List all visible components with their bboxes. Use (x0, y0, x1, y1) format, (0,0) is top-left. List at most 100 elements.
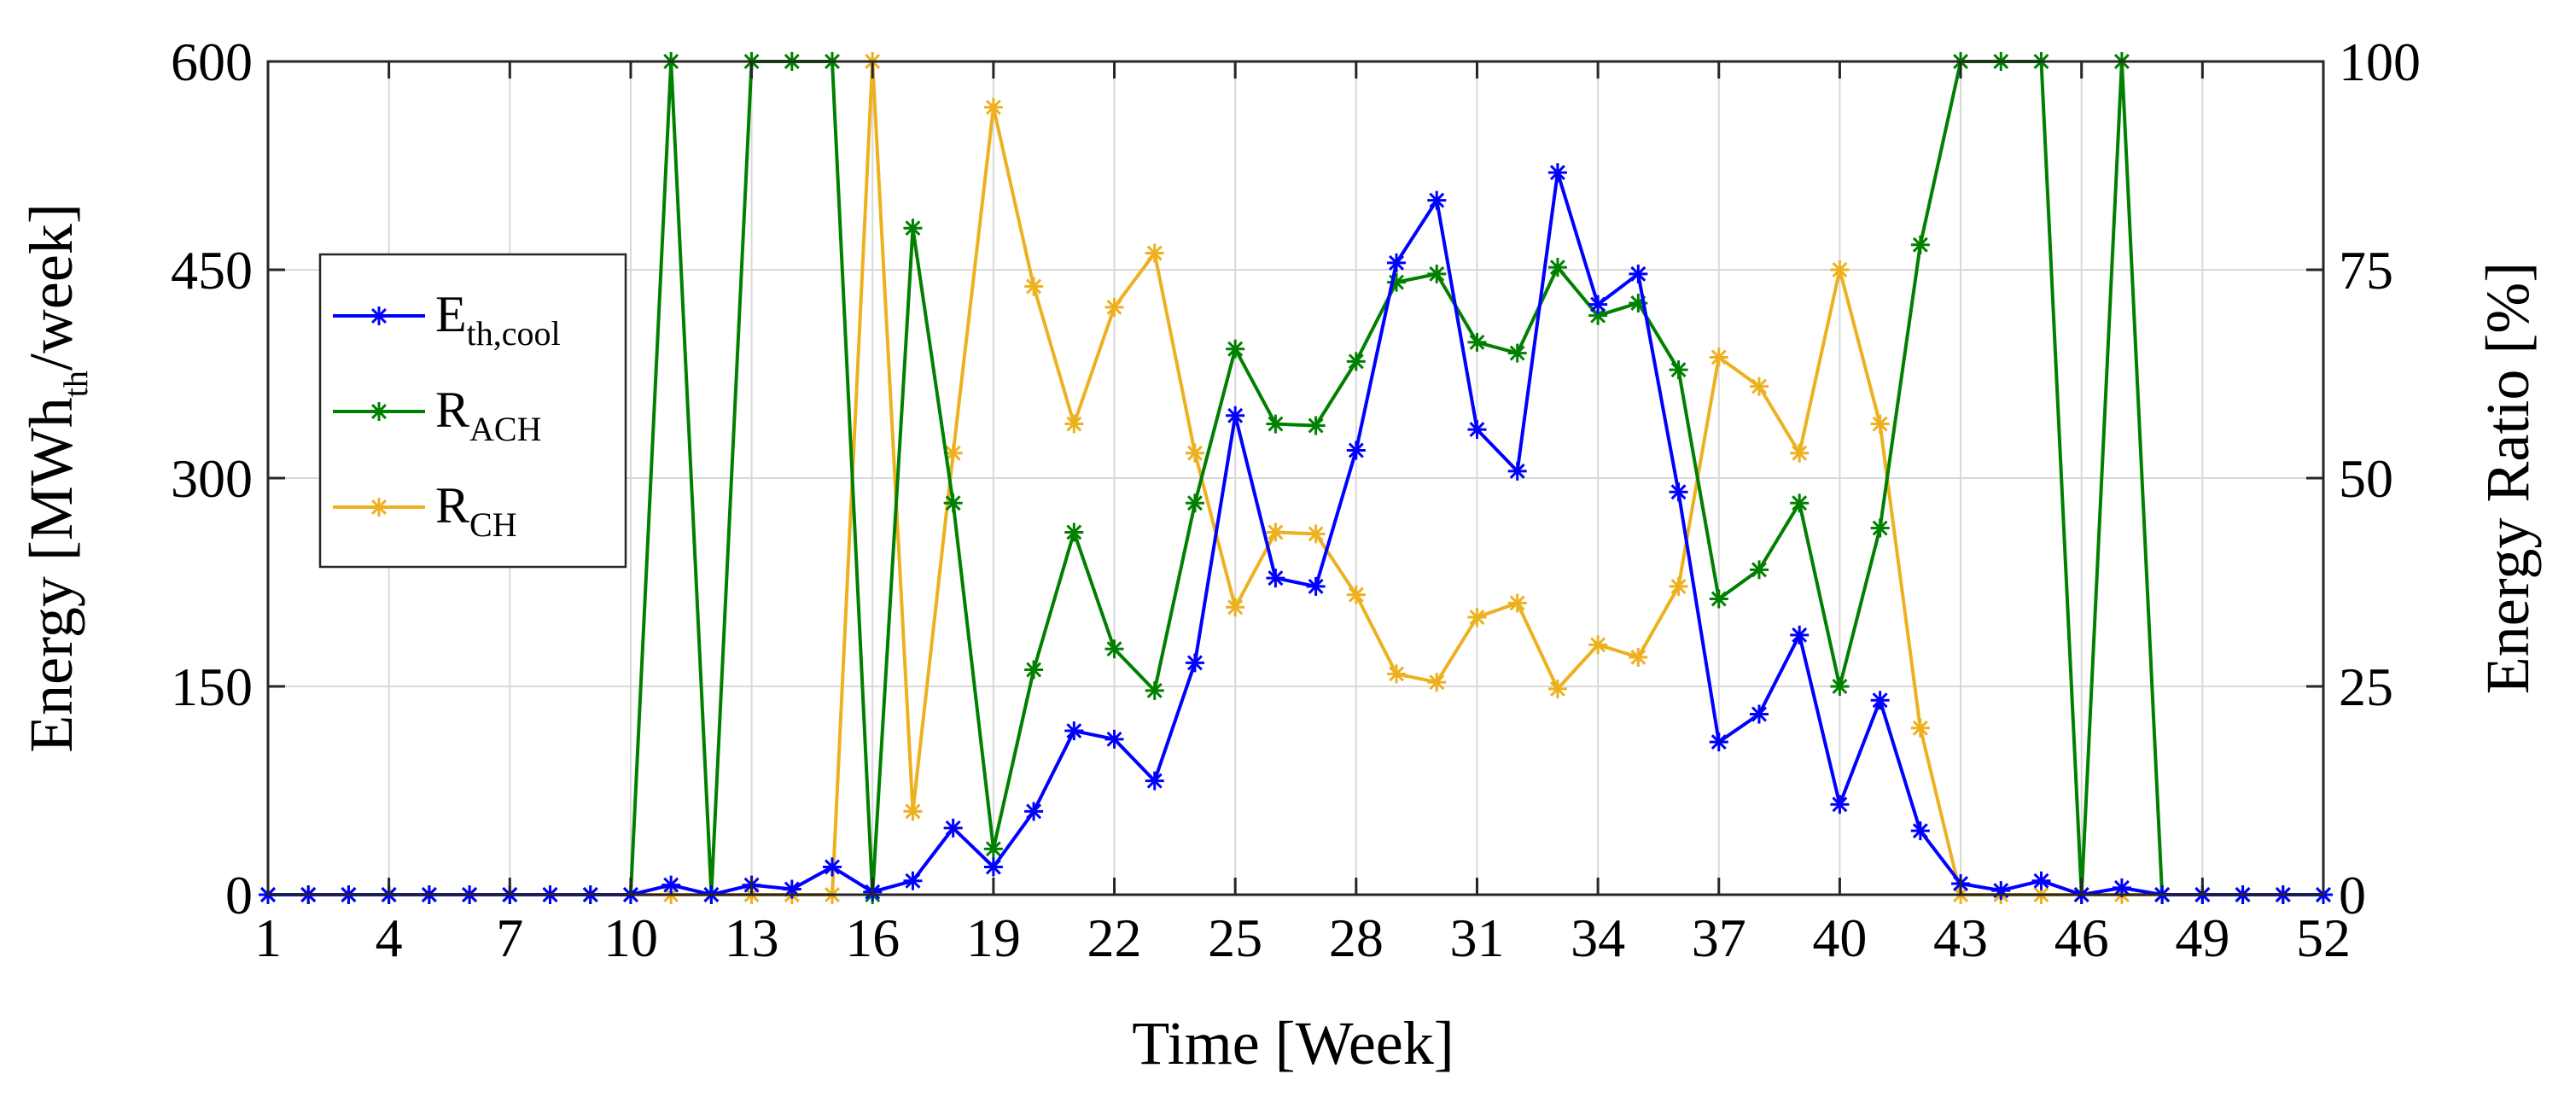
data-point-ch (1467, 607, 1487, 627)
data-point-thcool (1709, 733, 1728, 752)
legend-label-sub: CH (469, 505, 517, 544)
y-right-tick-label: 0 (2339, 865, 2366, 925)
data-point-ch (1749, 376, 1769, 396)
data-point-ch (1669, 576, 1688, 596)
data-point-ch (1709, 347, 1728, 367)
data-point-thcool (1145, 771, 1164, 791)
data-point-ach (1830, 677, 1850, 696)
data-point-ach (1467, 332, 1487, 352)
data-point-ach (1427, 264, 1447, 283)
x-tick-label: 37 (1692, 908, 1746, 968)
legend-label-base: R (435, 477, 469, 534)
data-point-thcool (1507, 461, 1527, 481)
data-point-thcool (1629, 264, 1648, 283)
data-point-ach (1104, 639, 1124, 659)
data-point-ch (1185, 443, 1204, 463)
y-left-tick-label: 600 (171, 32, 253, 92)
y-right-tick-label: 25 (2339, 657, 2393, 717)
data-point-thcool (1547, 163, 1567, 183)
data-point-thcool (1387, 253, 1407, 272)
data-point-thcool (1346, 441, 1366, 460)
x-tick-label: 13 (725, 908, 779, 968)
legend-label-base: E (435, 286, 467, 342)
data-point-ach (903, 219, 923, 238)
legend-marker-ach (370, 402, 388, 421)
x-tick-label: 19 (966, 908, 1021, 968)
data-point-ach (1346, 352, 1366, 371)
data-point-thcool (2031, 871, 2051, 890)
x-tick-label: 28 (1329, 908, 1384, 968)
x-tick-label: 40 (1812, 908, 1867, 968)
data-point-ach (983, 839, 1003, 859)
x-tick-label: 10 (603, 908, 658, 968)
x-tick-label: 4 (376, 908, 403, 968)
x-tick-label: 25 (1208, 908, 1262, 968)
y-axis-title-right: Energy Ratio [%] (2474, 262, 2542, 695)
data-point-thcool (1991, 881, 2011, 901)
y-right-tick-label: 75 (2339, 240, 2393, 301)
data-point-thcool (1910, 821, 1930, 841)
data-point-ch (1830, 260, 1850, 279)
data-point-ach (1226, 339, 1245, 359)
y-left-tick-label: 300 (171, 448, 253, 509)
data-point-ch (1629, 647, 1648, 667)
legend-label-base: R (435, 382, 469, 438)
x-tick-label: 43 (1933, 908, 1988, 968)
data-point-ach (1910, 235, 1930, 254)
data-point-ch (1266, 522, 1285, 542)
data-point-ch (1104, 297, 1124, 317)
data-point-ach (1547, 258, 1567, 277)
data-point-thcool (1104, 729, 1124, 749)
data-point-thcool (1306, 576, 1326, 596)
data-point-thcool (983, 857, 1003, 877)
data-point-thcool (1064, 721, 1084, 741)
x-tick-label: 22 (1087, 908, 1142, 968)
data-point-ch (1588, 635, 1608, 655)
x-tick-label: 1 (254, 908, 282, 968)
y-left-tick-label: 450 (171, 240, 253, 301)
data-point-ch (1306, 524, 1326, 544)
data-point-ach (943, 493, 963, 513)
x-tick-label: 34 (1571, 908, 1625, 968)
data-point-thcool (1749, 704, 1769, 724)
data-point-ach (1266, 414, 1285, 434)
ticks-group: 1 4 7 10 13 16 19 22 25 28 31 34 37 40 43 46 49 520150300… (171, 32, 2421, 968)
data-point-thcool (1467, 420, 1487, 440)
data-point-ch (1346, 585, 1366, 604)
x-tick-label: 16 (845, 908, 900, 968)
data-point-thcool (2112, 878, 2131, 897)
data-point-ch (1790, 443, 1810, 463)
data-point-ch (1547, 679, 1567, 698)
y-axis-title-left-sub: th (56, 371, 95, 397)
data-point-ch (1226, 598, 1245, 617)
data-point-thcool (1790, 625, 1810, 645)
data-point-thcool (943, 818, 963, 838)
data-point-ch (1507, 593, 1527, 613)
x-axis-title: Time [Week] (1132, 1009, 1454, 1077)
data-point-ach (1870, 518, 1890, 538)
x-tick-label: 46 (2054, 908, 2109, 968)
data-point-ch (1910, 718, 1930, 738)
legend-label-sub: ACH (469, 410, 541, 448)
legend-label-ch: RCH (435, 477, 517, 544)
legend-label-thcool: Eth,cool (435, 286, 561, 353)
data-point-ach (1306, 416, 1326, 435)
data-point-ach (1145, 680, 1164, 700)
x-tick-label: 7 (496, 908, 523, 968)
data-point-ach (1064, 522, 1084, 542)
y-right-tick-label: 50 (2339, 448, 2393, 509)
data-point-ch (1064, 414, 1084, 434)
data-point-thcool (1588, 295, 1608, 314)
y-axis-title-left: Energy [MWhth/week] (17, 203, 95, 753)
data-point-ach (1790, 493, 1810, 513)
y-left-tick-label: 0 (225, 865, 253, 925)
legend-marker-ch (370, 498, 388, 517)
data-point-ach (1749, 560, 1769, 580)
data-point-thcool (661, 875, 681, 895)
y-right-tick-label: 100 (2339, 32, 2421, 92)
legend-label-sub: th,cool (467, 314, 561, 353)
data-point-ach (1669, 360, 1688, 380)
x-tick-label: 52 (2296, 908, 2351, 968)
data-point-ch (1024, 277, 1044, 296)
